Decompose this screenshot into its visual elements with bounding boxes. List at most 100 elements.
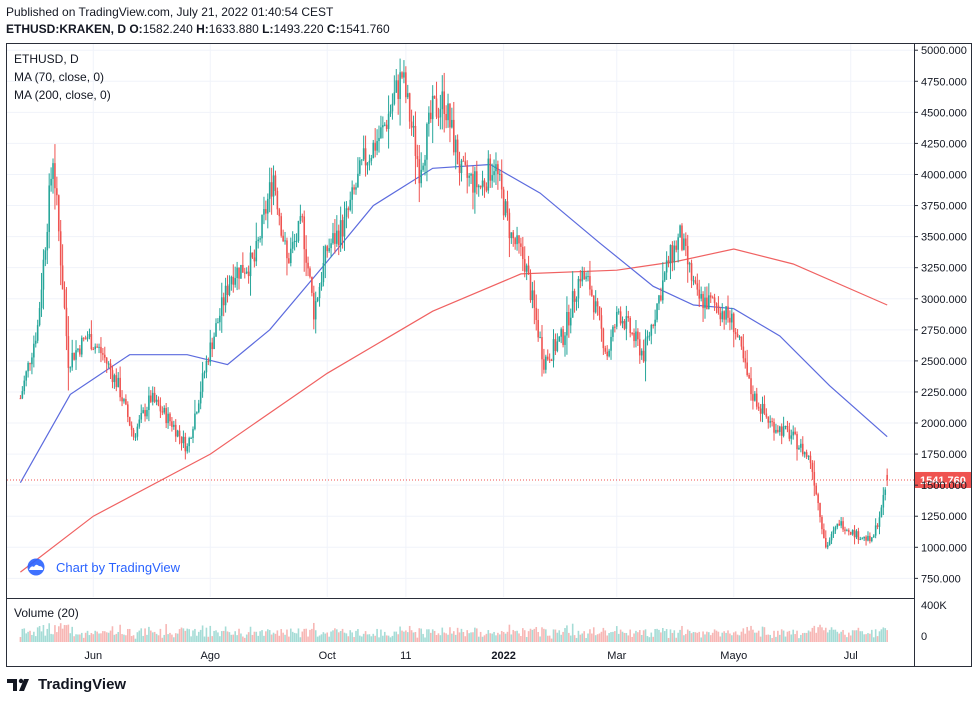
volume-bar (520, 636, 522, 642)
candle-body (61, 265, 64, 290)
volume-bar (859, 631, 862, 642)
volume-bar (25, 633, 27, 642)
candle-body (552, 339, 555, 361)
volume-bar (82, 637, 85, 642)
candle-body (420, 169, 422, 184)
candle-body (301, 216, 304, 218)
volume-bar (587, 633, 589, 642)
volume-bar (140, 628, 143, 642)
candle-body (817, 494, 819, 504)
volume-bar (836, 631, 839, 642)
volume-bar (479, 631, 482, 642)
volume-bar (871, 629, 873, 642)
price-tick-label: 4750.000 (921, 76, 967, 88)
candle-body (803, 452, 806, 455)
volume-bar (660, 632, 662, 642)
time-axis-label: Ago (200, 650, 220, 662)
volume-bar (393, 631, 396, 642)
legend-ma70: MA (70, close, 0) (14, 70, 105, 84)
volume-bar (708, 632, 710, 642)
candle-body (859, 539, 862, 541)
candle-body (569, 317, 572, 326)
volume-bar (527, 631, 530, 642)
candle-body (247, 271, 250, 277)
volume-bar (723, 631, 725, 642)
price-tick-label: 3500.000 (921, 232, 967, 244)
candle-body (165, 407, 167, 424)
candles (19, 58, 888, 550)
candle-body (621, 320, 624, 324)
volume-bar (464, 636, 467, 642)
volume-bar (293, 632, 296, 642)
open-value: 1582.240 (142, 22, 193, 36)
volume-bar (775, 636, 777, 642)
volume-bar (648, 637, 651, 642)
volume-bar (100, 633, 102, 642)
volume-bar (826, 632, 829, 642)
candle-body (663, 272, 666, 281)
last-price-line: 1541.760 (7, 471, 971, 488)
ma70-line (19, 163, 888, 483)
candle-body (140, 413, 143, 420)
volume-bar (251, 634, 254, 642)
volume-bar (732, 632, 735, 642)
volume-bar (109, 630, 112, 642)
volume-bar (207, 636, 210, 642)
candle-body (270, 182, 273, 197)
candle-body (489, 158, 492, 181)
candle-body (311, 276, 313, 293)
candle-body (151, 392, 154, 402)
published-line: Published on TradingView.com, July 21, 2… (6, 5, 334, 19)
candle-body (401, 72, 403, 78)
candle-body (667, 260, 670, 264)
candle-body (157, 399, 160, 406)
candle-body (886, 474, 888, 480)
candle-body (21, 391, 24, 399)
candle-body (80, 337, 83, 355)
volume-bar (297, 628, 300, 642)
candle-body (796, 434, 798, 450)
candle-body (717, 305, 720, 313)
volume-bar (332, 630, 334, 642)
chart-watermark[interactable]: Chart by TradingView (24, 558, 180, 576)
volume-bar (274, 633, 277, 642)
volume-bar (765, 634, 768, 642)
candle-body (316, 298, 319, 302)
candle-body (711, 297, 714, 299)
volume-bar (213, 630, 215, 642)
volume-bar (656, 628, 658, 642)
volume-bar (719, 636, 722, 642)
volume-bar (105, 632, 108, 642)
candle-body (437, 116, 440, 118)
volume-bar (801, 633, 804, 642)
volume-bar (623, 632, 626, 642)
volume-bar (658, 629, 660, 642)
candle-body (541, 337, 543, 360)
volume-bar (424, 637, 426, 642)
candle-body (656, 303, 658, 320)
candle-body (238, 267, 240, 279)
candle-body (428, 112, 430, 124)
candle-body (240, 264, 242, 279)
volume-bar (755, 632, 758, 642)
volume-bar (694, 632, 697, 642)
volume-bar (255, 631, 258, 642)
candle-body (462, 160, 465, 162)
volume-bar (416, 637, 419, 642)
volume-bar (809, 631, 812, 642)
volume-bar (493, 631, 495, 642)
tradingview-logo[interactable]: TradingView (6, 676, 126, 693)
candle-body (389, 111, 392, 114)
volume-bar (757, 630, 760, 642)
candle-body (456, 139, 459, 165)
candle-body (378, 137, 380, 142)
volume-bar (224, 626, 227, 642)
candle-body (481, 180, 484, 188)
volume-bar (579, 634, 582, 642)
volume-bar (706, 631, 708, 642)
candle-body (736, 333, 739, 338)
candle-body (263, 209, 265, 215)
volume-bar (857, 627, 860, 642)
